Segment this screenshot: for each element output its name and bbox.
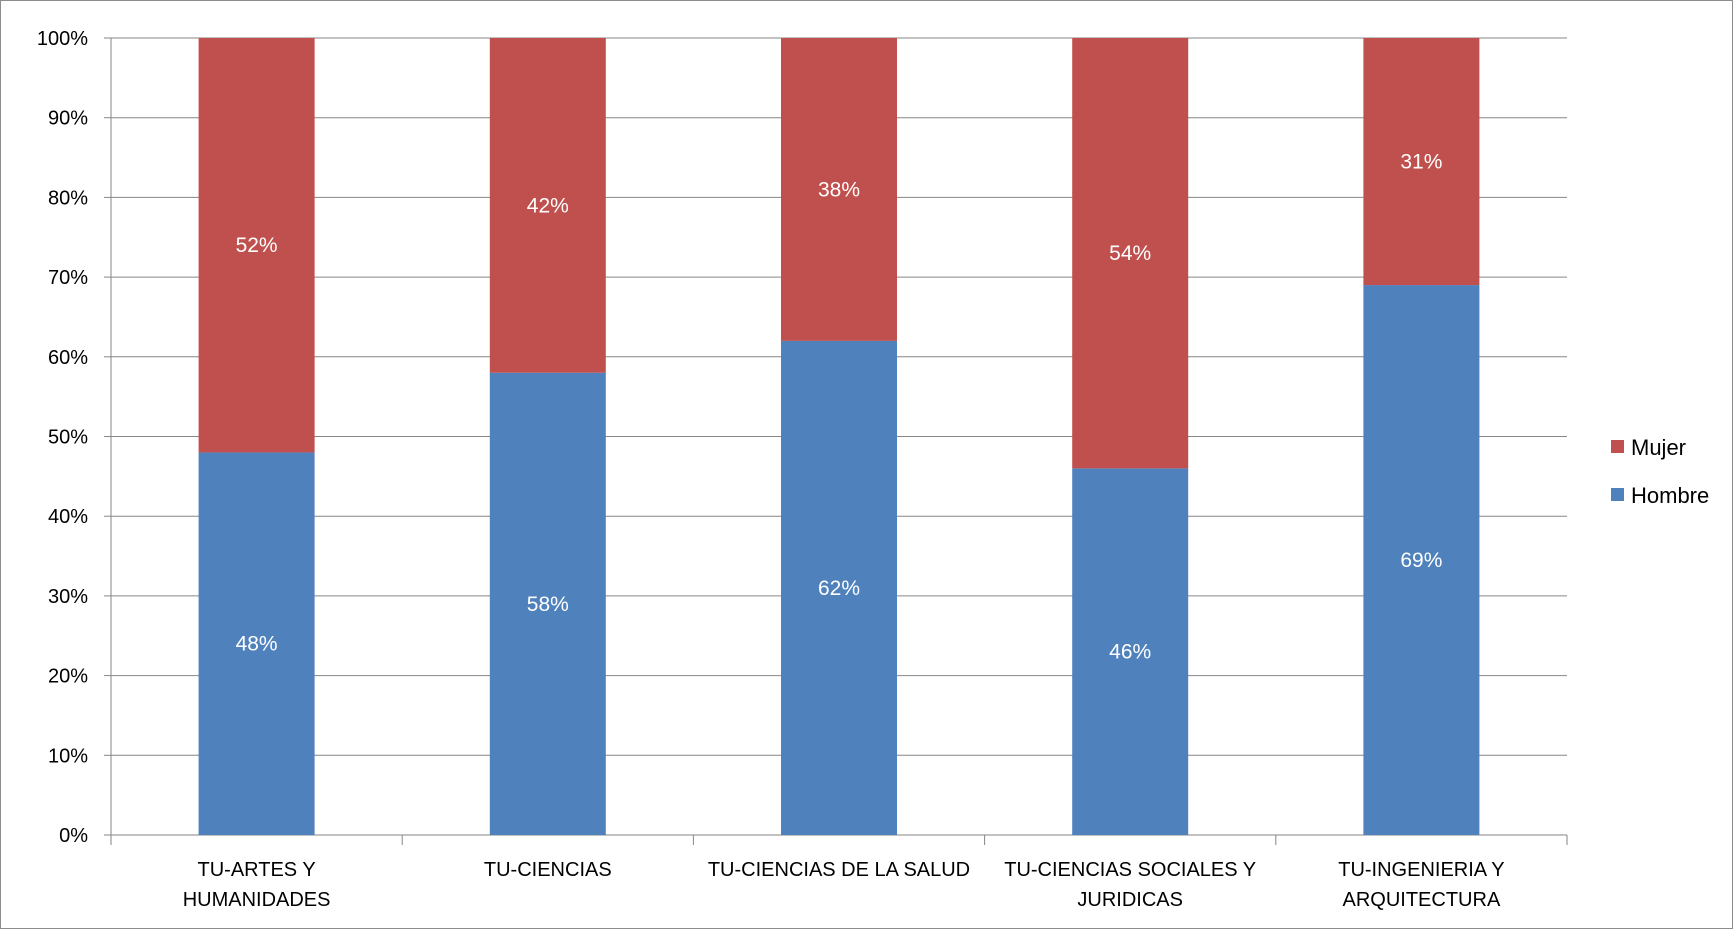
category-label: TU-INGENIERIA Y — [1338, 859, 1504, 881]
y-tick-label: 40% — [48, 506, 88, 528]
y-tick-label: 80% — [48, 187, 88, 209]
bar-hombre — [1072, 468, 1189, 835]
data-label: 48% — [236, 633, 278, 656]
y-tick-label: 20% — [48, 666, 88, 688]
bar-hombre — [781, 340, 897, 835]
y-tick-label: 10% — [48, 745, 88, 767]
bar-mujer — [1072, 38, 1189, 469]
data-label: 54% — [1109, 242, 1151, 265]
category-label: JURIDICAS — [1077, 889, 1183, 911]
bar-mujer — [1363, 38, 1480, 286]
bar-hombre — [1363, 285, 1480, 835]
y-tick-label: 60% — [48, 347, 88, 369]
y-tick-label: 90% — [48, 108, 88, 130]
y-tick-label: 70% — [48, 267, 88, 289]
category-label: TU-CIENCIAS DE LA SALUD — [708, 859, 970, 881]
y-tick-label: 0% — [59, 825, 88, 847]
bar-hombre — [489, 372, 606, 835]
y-tick-label: 50% — [48, 427, 88, 449]
data-label: 62% — [818, 577, 860, 600]
category-label: HUMANIDADES — [183, 889, 331, 911]
category-label: ARQUITECTURA — [1343, 889, 1501, 911]
category-label: TU-CIENCIAS SOCIALES Y — [1004, 859, 1256, 881]
data-label: 52% — [236, 234, 278, 257]
legend-label-hombre: Hombre — [1631, 483, 1709, 508]
legend-swatch-hombre — [1611, 488, 1624, 501]
legend-label-mujer: Mujer — [1631, 435, 1686, 460]
category-label: TU-ARTES Y — [198, 859, 316, 881]
bar-hombre — [198, 452, 315, 835]
data-label: 42% — [527, 194, 569, 217]
bar-mujer — [489, 38, 606, 373]
y-tick-label: 100% — [37, 28, 88, 50]
bar-mujer — [781, 38, 897, 341]
data-label: 46% — [1109, 641, 1151, 664]
data-label: 69% — [1400, 549, 1442, 572]
data-label: 58% — [527, 593, 569, 616]
y-tick-label: 30% — [48, 586, 88, 608]
bar-mujer — [198, 38, 315, 453]
data-label: 38% — [818, 178, 860, 201]
category-label: TU-CIENCIAS — [484, 859, 612, 881]
legend-swatch-mujer — [1611, 440, 1624, 453]
data-label: 31% — [1400, 151, 1442, 174]
